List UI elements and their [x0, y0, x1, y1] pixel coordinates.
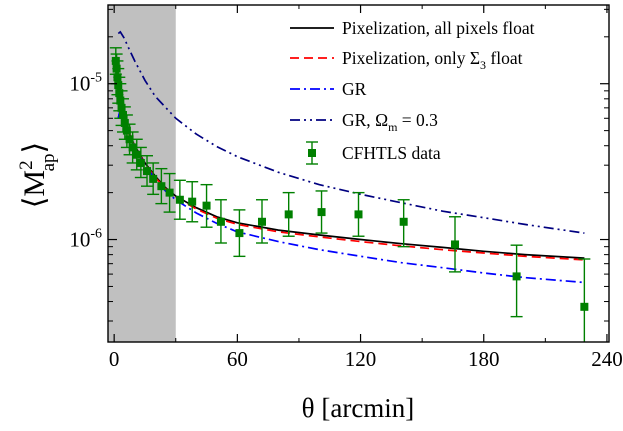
data-marker — [122, 126, 131, 135]
data-marker — [188, 197, 197, 206]
data-marker — [136, 158, 145, 167]
legend-label-0: Pixelization, all pixels float — [342, 18, 535, 38]
y-tick-label: 10-5 — [69, 71, 102, 96]
x-axis-title: θ [arcmin] — [302, 393, 415, 423]
data-marker — [132, 150, 141, 159]
legend-label-2: GR — [342, 79, 367, 99]
data-marker — [115, 89, 124, 98]
legend-label-3: GR, Ωm = 0.3 — [342, 110, 438, 134]
data-marker — [354, 210, 363, 219]
series-line-0 — [117, 106, 585, 259]
data-point-28 — [449, 216, 462, 273]
data-marker — [580, 302, 589, 311]
data-point-20 — [200, 183, 213, 228]
data-marker — [317, 208, 326, 217]
data-marker — [116, 96, 125, 105]
data-point-21 — [214, 199, 227, 244]
data-point-30 — [578, 258, 591, 342]
x-tick-label: 180 — [468, 347, 500, 371]
data-point-17 — [163, 172, 176, 213]
data-point-13 — [134, 146, 147, 179]
x-tick-label: 60 — [227, 347, 248, 371]
data-point-23 — [255, 199, 268, 244]
data-marker — [114, 81, 123, 90]
data-marker — [125, 135, 134, 144]
y-axis-title: ⟨M2ap⟩ — [16, 142, 59, 209]
data-marker — [235, 229, 244, 238]
data-marker — [202, 201, 211, 210]
data-point-27 — [397, 199, 410, 248]
data-marker — [216, 217, 225, 226]
data-marker — [120, 118, 129, 127]
data-marker — [117, 103, 126, 112]
y-tick-label: 10-6 — [69, 227, 102, 252]
data-point-16 — [155, 167, 168, 205]
series-line-2 — [117, 105, 585, 284]
data-point-14 — [141, 155, 154, 187]
data-point-15 — [147, 162, 160, 196]
data-point-18 — [173, 179, 186, 220]
data-point-26 — [352, 191, 365, 237]
series-line-3 — [117, 30, 585, 234]
data-marker — [128, 143, 137, 152]
data-marker — [143, 167, 152, 176]
data-point-29 — [510, 244, 523, 318]
data-marker — [451, 240, 460, 249]
x-tick-label: 240 — [591, 347, 623, 371]
data-point-24 — [282, 191, 295, 237]
data-marker — [284, 210, 293, 219]
data-marker — [399, 217, 408, 226]
data-point-22 — [233, 209, 246, 258]
series-line-1 — [117, 108, 585, 261]
data-marker — [165, 188, 174, 197]
data-marker — [157, 182, 166, 191]
legend-label-1: Pixelization, only Σ3 float — [342, 48, 523, 72]
data-marker — [149, 174, 158, 183]
data-point-25 — [315, 190, 328, 234]
data-marker — [512, 272, 521, 281]
x-tick-label: 120 — [345, 347, 377, 371]
data-marker — [175, 195, 184, 204]
legend-data-marker — [308, 149, 316, 157]
plot-frame — [107, 4, 610, 343]
legend-label-data: CFHTLS data — [342, 143, 441, 163]
data-marker — [257, 217, 266, 226]
data-point-19 — [186, 181, 199, 223]
x-tick-label: 0 — [109, 347, 120, 371]
